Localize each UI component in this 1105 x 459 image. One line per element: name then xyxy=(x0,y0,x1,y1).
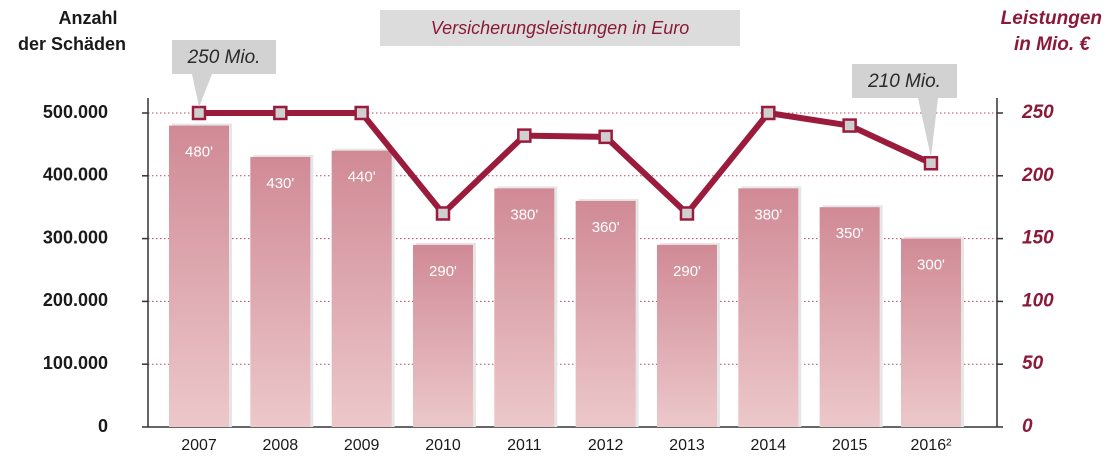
y2-tick-label: 100 xyxy=(1022,290,1054,311)
y2-tick-label: 150 xyxy=(1022,228,1054,249)
annotation-box xyxy=(852,64,957,98)
x-tick-label: 2014 xyxy=(751,437,787,454)
line-marker xyxy=(354,105,369,121)
line-marker xyxy=(191,105,207,121)
bar-value-label: 360' xyxy=(592,219,620,236)
line-marker xyxy=(435,206,451,221)
bar xyxy=(575,200,636,427)
bar xyxy=(250,156,311,427)
line xyxy=(199,110,933,217)
x-tick-label: 2016² xyxy=(911,437,953,454)
bar-value-label: 290' xyxy=(429,263,457,280)
bar-value-label: 440' xyxy=(348,169,376,186)
bar-value-label: 350' xyxy=(836,225,864,242)
y-tick-label: 300.000 xyxy=(43,227,108,247)
y2-axis-title: Leistungen xyxy=(1001,8,1102,29)
x-tick-label: 2015 xyxy=(832,437,868,454)
bar-value-label: 480' xyxy=(185,144,213,161)
x-tick-label: 2007 xyxy=(181,437,217,454)
y2-tick-label: 0 xyxy=(1022,416,1033,437)
y-tick-label: 500.000 xyxy=(43,102,108,122)
y-axis-title: der Schäden xyxy=(18,34,126,54)
bar xyxy=(738,188,799,427)
bar xyxy=(900,238,961,427)
y2-tick-label: 50 xyxy=(1022,353,1044,374)
y-tick-label: 100.000 xyxy=(43,353,108,373)
x-tick-label: 2012 xyxy=(588,437,624,454)
bar xyxy=(819,207,880,427)
x-tick-label: 2009 xyxy=(344,437,380,454)
y2-axis-title: in Mio. € xyxy=(1014,34,1091,55)
bar-value-label: 380' xyxy=(754,206,782,223)
line-marker xyxy=(923,155,939,171)
line-marker xyxy=(517,128,532,143)
y-tick-label: 0 xyxy=(98,416,108,436)
bar-value-label: 430' xyxy=(266,175,294,192)
x-tick-label: 2011 xyxy=(507,437,542,454)
bar xyxy=(494,188,555,427)
line-marker xyxy=(273,105,288,121)
y-tick-label: 200.000 xyxy=(43,290,108,310)
bar-value-label: 290' xyxy=(673,263,701,280)
x-tick-label: 2013 xyxy=(669,437,705,454)
line-marker xyxy=(598,129,613,145)
y2-tick-label: 200 xyxy=(1021,165,1054,186)
annotation-pointer xyxy=(192,74,212,107)
annotation-pointer xyxy=(918,98,938,158)
y-tick-label: 400.000 xyxy=(43,165,108,185)
line-marker xyxy=(679,206,695,221)
y2-tick-label: 250 xyxy=(1021,102,1054,123)
line-marker xyxy=(761,105,776,121)
bar-value-label: 380' xyxy=(510,206,538,223)
x-tick-label: 2008 xyxy=(263,437,299,454)
bar xyxy=(331,150,392,427)
bar xyxy=(169,125,229,427)
line-marker xyxy=(842,118,857,133)
annotation: 210 Mio. xyxy=(867,71,941,92)
bar-value-label: 300' xyxy=(917,257,945,274)
chart-title: Versicherungsleistungen in Euro xyxy=(431,18,690,38)
bar xyxy=(412,244,473,427)
x-tick-label: 2010 xyxy=(425,437,461,454)
y-axis-title: Anzahl xyxy=(58,8,117,28)
title-box xyxy=(380,10,740,46)
annotation-box xyxy=(172,40,276,74)
annotation: 250 Mio. xyxy=(187,47,261,68)
bar xyxy=(656,244,717,427)
